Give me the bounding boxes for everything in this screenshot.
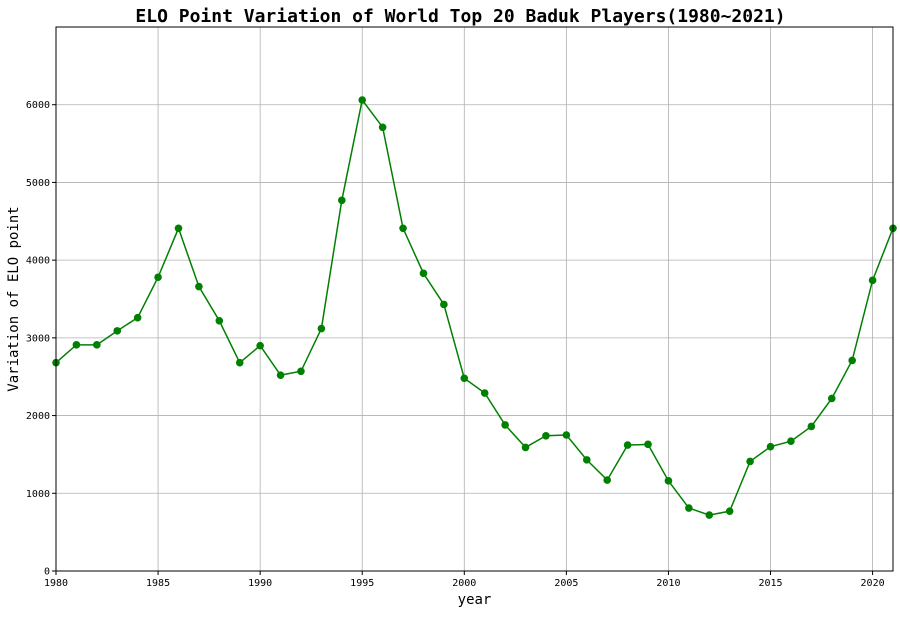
data-point	[623, 441, 632, 449]
data-point	[276, 371, 285, 379]
data-point	[787, 437, 795, 446]
data-point	[603, 476, 611, 484]
x-tick-label: 1995	[350, 578, 374, 589]
data-point	[868, 276, 877, 285]
data-point	[154, 273, 162, 282]
data-point	[215, 316, 224, 325]
data-point	[582, 456, 591, 464]
x-tick-label: 2020	[861, 578, 885, 589]
y-tick-label: 0	[44, 567, 50, 578]
data-point	[133, 313, 142, 322]
data-point	[440, 300, 448, 309]
x-tick-label: 2015	[758, 578, 782, 589]
data-point	[113, 327, 122, 335]
x-tick-label: 2005	[554, 578, 578, 589]
data-point	[521, 443, 530, 452]
y-tick-label: 2000	[26, 411, 50, 422]
data-point	[542, 431, 550, 440]
data-point	[664, 477, 673, 485]
data-point	[358, 96, 367, 104]
x-axis-ticks: 1980 1985 1990 1995 2000 2005 2010 2015 2020	[44, 571, 885, 589]
data-point	[725, 507, 734, 515]
y-tick-label: 1000	[26, 489, 50, 500]
data-point	[174, 224, 183, 233]
x-axis-label: year	[458, 592, 492, 608]
data-point	[256, 341, 264, 350]
y-axis-ticks: 0 1000 2000 3000 4000 5000 6000	[26, 100, 56, 578]
x-tick-label: 1990	[248, 578, 272, 589]
data-point	[195, 282, 203, 291]
data-point	[378, 123, 387, 132]
data-line-layer	[55, 98, 894, 516]
x-tick-label: 1980	[44, 578, 68, 589]
series-line	[55, 98, 894, 516]
data-point	[72, 341, 81, 349]
data-markers	[52, 96, 897, 519]
data-point	[338, 196, 346, 205]
data-point	[419, 269, 428, 278]
y-tick-label: 4000	[26, 256, 50, 267]
data-point	[235, 358, 244, 367]
data-point	[460, 374, 469, 383]
data-point	[93, 341, 101, 349]
data-point	[317, 324, 326, 333]
data-point	[399, 224, 407, 233]
data-point	[480, 389, 489, 397]
x-tick-label: 2010	[656, 578, 680, 589]
plot-frame	[55, 26, 894, 572]
data-point	[685, 504, 693, 512]
y-tick-label: 3000	[26, 333, 50, 344]
data-point	[705, 511, 714, 519]
data-point	[848, 356, 856, 365]
data-point	[297, 367, 305, 376]
y-axis-label: Variation of ELO point	[6, 206, 22, 391]
data-point	[746, 457, 754, 466]
y-tick-label: 5000	[26, 178, 50, 189]
data-point	[807, 422, 816, 431]
x-tick-label: 1985	[146, 578, 170, 589]
chart-title: ELO Point Variation of World Top 20 Badu…	[135, 6, 785, 27]
data-point	[562, 431, 571, 439]
data-point	[827, 394, 836, 403]
y-tick-label: 6000	[26, 100, 50, 111]
data-point	[501, 421, 509, 429]
data-point	[644, 440, 652, 449]
data-point	[766, 442, 775, 451]
x-tick-label: 2000	[452, 578, 476, 589]
grid	[55, 27, 893, 572]
